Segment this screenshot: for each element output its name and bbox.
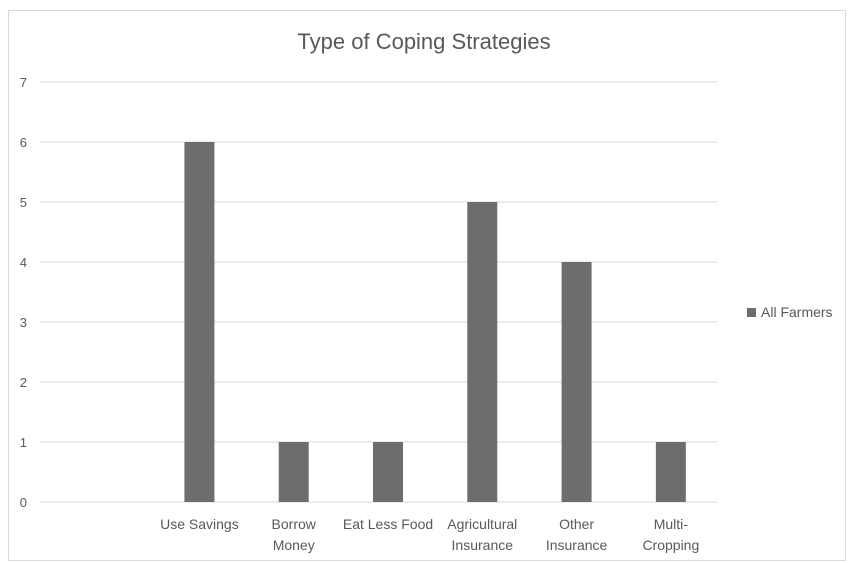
y-tick-label: 5	[20, 195, 27, 210]
x-tick-label: Insurance	[546, 537, 608, 553]
x-tick-label: Other	[559, 516, 594, 532]
y-tick-label: 6	[20, 135, 27, 150]
x-tick-label: Eat Less Food	[343, 516, 433, 532]
y-tick-label: 3	[20, 315, 27, 330]
legend: All Farmers	[747, 304, 833, 320]
bar-3	[373, 442, 403, 502]
y-tick-label: 0	[20, 495, 27, 510]
bar-5	[561, 262, 592, 502]
x-tick-label: Borrow	[272, 516, 317, 532]
chart-frame	[8, 10, 846, 561]
x-tick-label: Agricultural	[447, 516, 517, 532]
y-tick-label: 2	[20, 375, 27, 390]
y-tick-label: 7	[20, 75, 27, 90]
bar-4	[467, 202, 498, 502]
x-tick-label: Cropping	[642, 537, 699, 553]
y-tick-label: 4	[20, 255, 27, 270]
x-tick-label: Money	[273, 537, 315, 553]
legend-label-all-farmers: All Farmers	[761, 304, 833, 320]
bar-6	[655, 442, 686, 502]
chart-title: Type of Coping Strategies	[297, 29, 551, 54]
x-tick-label: Multi-	[654, 516, 689, 532]
bar-1	[184, 142, 215, 502]
y-axis-ticks: 0 1 2 3 4 5 6 7	[20, 75, 27, 510]
bars	[184, 142, 686, 502]
x-tick-label: Insurance	[452, 537, 514, 553]
legend-swatch-all-farmers	[747, 307, 756, 317]
x-tick-label: Use Savings	[160, 516, 239, 532]
bar-2	[278, 442, 309, 502]
gridlines	[40, 81, 717, 503]
y-tick-label: 1	[20, 435, 27, 450]
x-axis-labels: Use Savings Borrow Money Eat Less Food Agric…	[160, 516, 699, 553]
